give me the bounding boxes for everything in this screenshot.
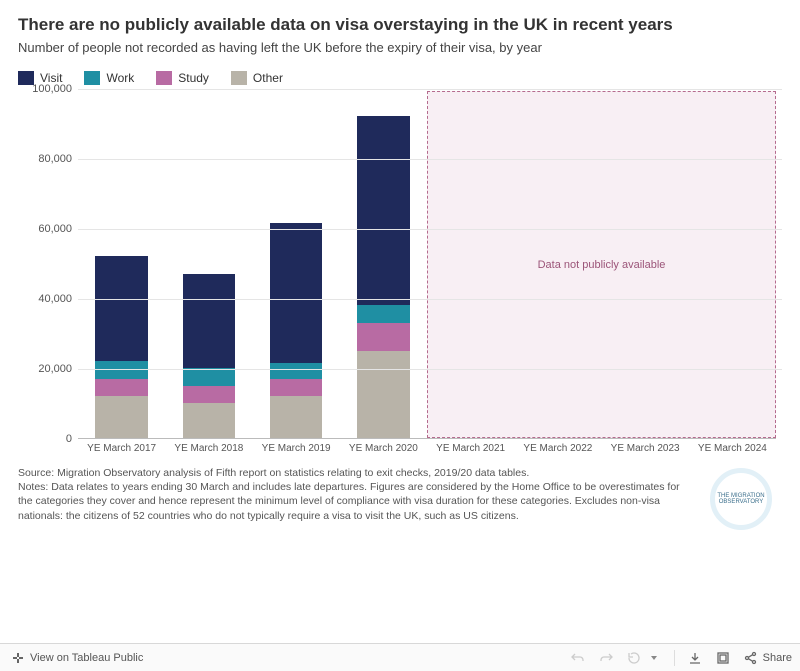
bar-segment-work[interactable] [357, 305, 409, 323]
chart-area: 020,00040,00060,00080,000100,000 Data no… [18, 89, 782, 439]
bar-segment-other[interactable] [270, 396, 322, 438]
bar-segment-visit[interactable] [95, 256, 147, 361]
share-label: Share [763, 652, 792, 664]
y-tick-label: 80,000 [38, 153, 72, 165]
y-tick-label: 100,000 [32, 83, 72, 95]
x-tick-label: YE March 2017 [78, 439, 165, 454]
divider [674, 650, 675, 666]
chart-notes: Source: Migration Observatory analysis o… [18, 466, 782, 523]
fullscreen-icon[interactable] [715, 650, 731, 666]
gridline [78, 299, 782, 300]
x-tick-label: YE March 2020 [340, 439, 427, 454]
bar-column [165, 89, 252, 438]
x-tick-label: YE March 2019 [253, 439, 340, 454]
gridline [78, 229, 782, 230]
bar-segment-study[interactable] [270, 379, 322, 397]
bar-segment-study[interactable] [357, 323, 409, 351]
legend-item-study[interactable]: Study [156, 71, 209, 85]
source-text: Source: Migration Observatory analysis o… [18, 466, 692, 480]
bar-segment-study[interactable] [183, 386, 235, 404]
legend-item-work[interactable]: Work [84, 71, 134, 85]
view-on-tableau-label: View on Tableau Public [30, 652, 143, 664]
bar-column [78, 89, 165, 438]
chart-title: There are no publicly available data on … [18, 14, 782, 36]
x-tick-label: YE March 2022 [514, 439, 601, 454]
tableau-footer: View on Tableau Public Share [0, 643, 800, 671]
bar-segment-study[interactable] [95, 379, 147, 397]
bar-segment-work[interactable] [270, 363, 322, 379]
x-tick-label: YE March 2024 [689, 439, 776, 454]
x-axis-labels: YE March 2017YE March 2018YE March 2019Y… [78, 439, 776, 454]
gridline [78, 369, 782, 370]
legend: VisitWorkStudyOther [18, 71, 782, 85]
bar-stack[interactable] [357, 89, 409, 438]
bar-stack[interactable] [270, 89, 322, 438]
bar-column [253, 89, 340, 438]
bar-segment-work[interactable] [183, 368, 235, 386]
legend-swatch [84, 71, 100, 85]
bar-segment-other[interactable] [357, 351, 409, 439]
tableau-logo-icon [10, 650, 26, 666]
bar-segment-visit[interactable] [270, 223, 322, 363]
reset-dropdown-icon[interactable] [646, 650, 662, 666]
x-tick-label: YE March 2023 [602, 439, 689, 454]
legend-label: Work [106, 71, 134, 85]
gridline [78, 89, 782, 90]
no-data-region: Data not publicly available [427, 91, 776, 438]
undo-icon[interactable] [570, 650, 586, 666]
bar-segment-visit[interactable] [183, 274, 235, 369]
y-tick-label: 60,000 [38, 223, 72, 235]
share-icon [743, 650, 759, 666]
view-on-tableau-link[interactable]: View on Tableau Public [4, 648, 149, 668]
migration-observatory-logo: THE MIGRATION OBSERVATORY [710, 468, 772, 530]
gridline [78, 159, 782, 160]
notes-text: Notes: Data relates to years ending 30 M… [18, 480, 692, 523]
bar-segment-visit[interactable] [357, 116, 409, 305]
x-tick-label: YE March 2018 [165, 439, 252, 454]
reset-icon[interactable] [626, 650, 642, 666]
bar-segment-other[interactable] [183, 403, 235, 438]
legend-item-other[interactable]: Other [231, 71, 283, 85]
legend-label: Study [178, 71, 209, 85]
y-tick-label: 0 [66, 433, 72, 445]
bar-segment-other[interactable] [95, 396, 147, 438]
share-button[interactable]: Share [743, 650, 792, 666]
download-icon[interactable] [687, 650, 703, 666]
y-tick-label: 40,000 [38, 293, 72, 305]
bar-stack[interactable] [183, 89, 235, 438]
bar-column [340, 89, 427, 438]
legend-label: Other [253, 71, 283, 85]
x-tick-label: YE March 2021 [427, 439, 514, 454]
chart-subtitle: Number of people not recorded as having … [18, 40, 782, 55]
redo-icon[interactable] [598, 650, 614, 666]
no-data-label: Data not publicly available [538, 259, 666, 271]
legend-swatch [156, 71, 172, 85]
y-tick-label: 20,000 [38, 363, 72, 375]
legend-swatch [231, 71, 247, 85]
bar-stack[interactable] [95, 89, 147, 438]
